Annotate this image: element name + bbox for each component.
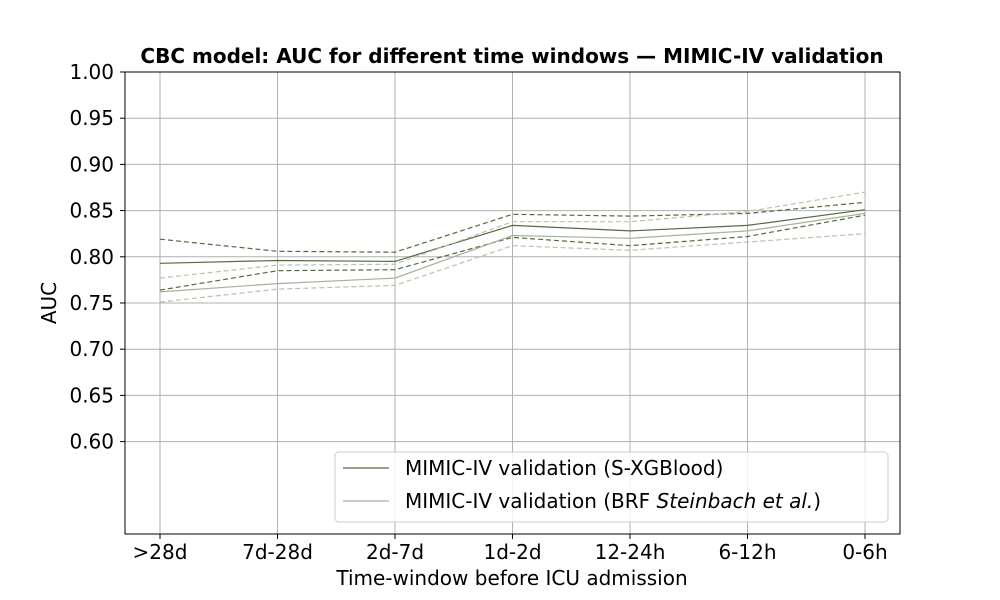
- y-tick-label: 0.85: [69, 199, 114, 223]
- legend-box: [334, 451, 889, 523]
- legend: MIMIC-IV validation (S-XGBlood) MIMIC-IV…: [334, 451, 889, 523]
- x-tick-label: >28d: [133, 540, 188, 564]
- series-line-2: [159, 214, 866, 291]
- y-tick-label: 0.75: [69, 291, 114, 315]
- legend-label-brf-italic: Steinbach et al.: [657, 489, 814, 513]
- series-line-3: [159, 212, 866, 293]
- legend-label-brf: MIMIC-IV validation (BRF Steinbach et al…: [405, 489, 821, 513]
- series-line-0: [159, 209, 866, 264]
- x-tick-label: 0-6h: [842, 540, 887, 564]
- legend-label-brf-suffix: ): [813, 489, 821, 513]
- x-axis-label: Time-window before ICU admission: [335, 566, 687, 590]
- legend-label-brf-prefix: MIMIC-IV validation (BRF: [405, 489, 657, 513]
- y-axis: 0.60 0.65 0.70 0.75 0.80 0.85 0.90 0.95 1.00: [69, 60, 125, 454]
- x-axis: >28d 7d-28d 2d-7d 1d-2d 12-24h 6-12h 0-6h: [133, 534, 888, 564]
- x-tick-label: 2d-7d: [366, 540, 424, 564]
- y-axis-label: AUC: [37, 282, 61, 324]
- y-tick-label: 0.65: [69, 383, 114, 407]
- series-line-4: [159, 191, 866, 279]
- y-tick-label: 0.60: [69, 430, 114, 454]
- x-tick-label: 1d-2d: [483, 540, 541, 564]
- x-tick-label: 7d-28d: [242, 540, 313, 564]
- y-tick-label: 0.95: [69, 106, 114, 130]
- y-tick-label: 0.80: [69, 245, 114, 269]
- x-tick-label: 6-12h: [718, 540, 776, 564]
- chart-title: CBC model: AUC for different time window…: [140, 44, 883, 68]
- y-tick-label: 0.90: [69, 152, 114, 176]
- series-line-1: [159, 201, 866, 253]
- y-tick-label: 0.70: [69, 337, 114, 361]
- series-line-5: [159, 233, 866, 303]
- y-tick-label: 1.00: [69, 60, 114, 84]
- series-layer: [159, 191, 866, 303]
- legend-label-s-xgblood: MIMIC-IV validation (S-XGBlood): [405, 456, 723, 480]
- x-tick-label: 12-24h: [595, 540, 666, 564]
